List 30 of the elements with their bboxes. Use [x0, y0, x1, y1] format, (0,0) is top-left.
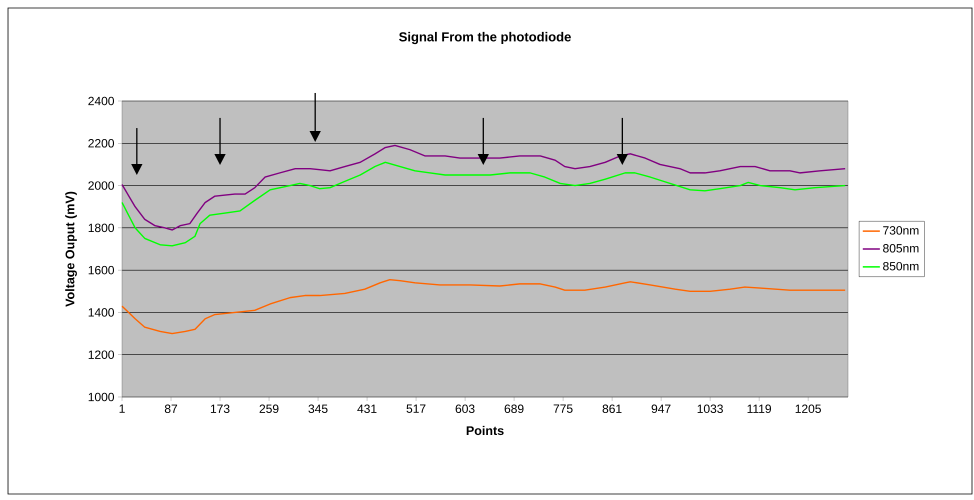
x-tick-label: 947 [652, 404, 670, 414]
x-tick-label: 775 [554, 404, 573, 413]
y-tick-label: 1000 [88, 392, 114, 402]
x-tick-label: 87 [164, 404, 178, 414]
x-tick-label: 431 [357, 404, 376, 414]
x-tick-label: 1119 [748, 404, 771, 414]
y-tick-label: 1200 [88, 350, 114, 359]
y-tick-label: 2400 [88, 96, 114, 106]
y-tick-label: 2000 [88, 181, 114, 190]
x-tick-label: 1 [120, 404, 125, 413]
x-tick-label: 1205 [796, 404, 821, 414]
y-tick-label: 1800 [88, 224, 114, 232]
x-tick-label: 1033 [698, 404, 723, 414]
legend-label: 730nm [883, 226, 918, 235]
x-tick-label: 861 [602, 404, 622, 414]
y-tick-label: 2200 [88, 139, 114, 148]
y-tick-label: 1600 [88, 266, 114, 274]
legend-label: 805nm [883, 244, 918, 253]
chart-title: Signal From the photodiode [399, 32, 571, 44]
x-axis-title: Points [466, 426, 504, 436]
y-axis-title: Voltage Ouput (mV) [65, 192, 77, 307]
line-series [121, 278, 846, 334]
x-tick-label: 173 [210, 404, 230, 414]
x-tick-label: 603 [456, 404, 475, 414]
y-tick-label: 1400 [88, 308, 114, 317]
x-tick-label: 345 [308, 404, 328, 414]
x-tick-label: 689 [504, 404, 524, 414]
x-tick-label: 259 [260, 404, 278, 414]
legend-label: 850nm [883, 262, 918, 270]
x-tick-label: 517 [406, 404, 426, 413]
